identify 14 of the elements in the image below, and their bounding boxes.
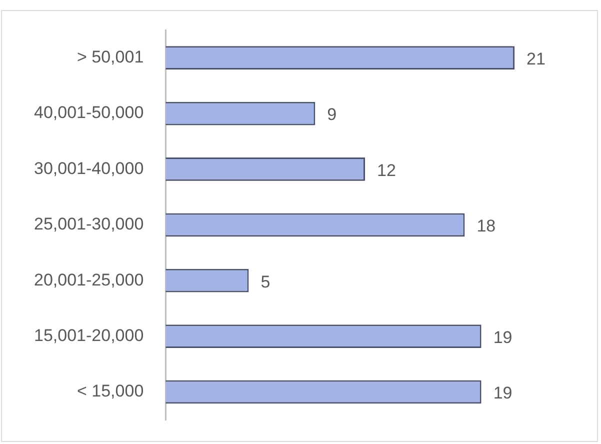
data-label: 12: [377, 160, 396, 180]
data-label: 5: [260, 272, 270, 292]
y-tick-label: 20,001-25,000: [34, 270, 144, 290]
y-tick-label: 30,001-40,000: [34, 158, 144, 178]
data-label: 19: [493, 328, 512, 347]
y-tick-label: 40,001-50,000: [34, 103, 144, 122]
data-label: 9: [327, 105, 337, 124]
data-label: 21: [526, 50, 546, 69]
data-label: 19: [493, 384, 512, 403]
y-tick-label: 15,001-20,000: [34, 326, 144, 345]
y-tick-label: 25,001-30,000: [34, 214, 144, 234]
y-tick-label: > 50,001: [76, 48, 144, 67]
data-label: 18: [476, 216, 496, 236]
y-tick-label: < 15,000: [76, 382, 144, 401]
